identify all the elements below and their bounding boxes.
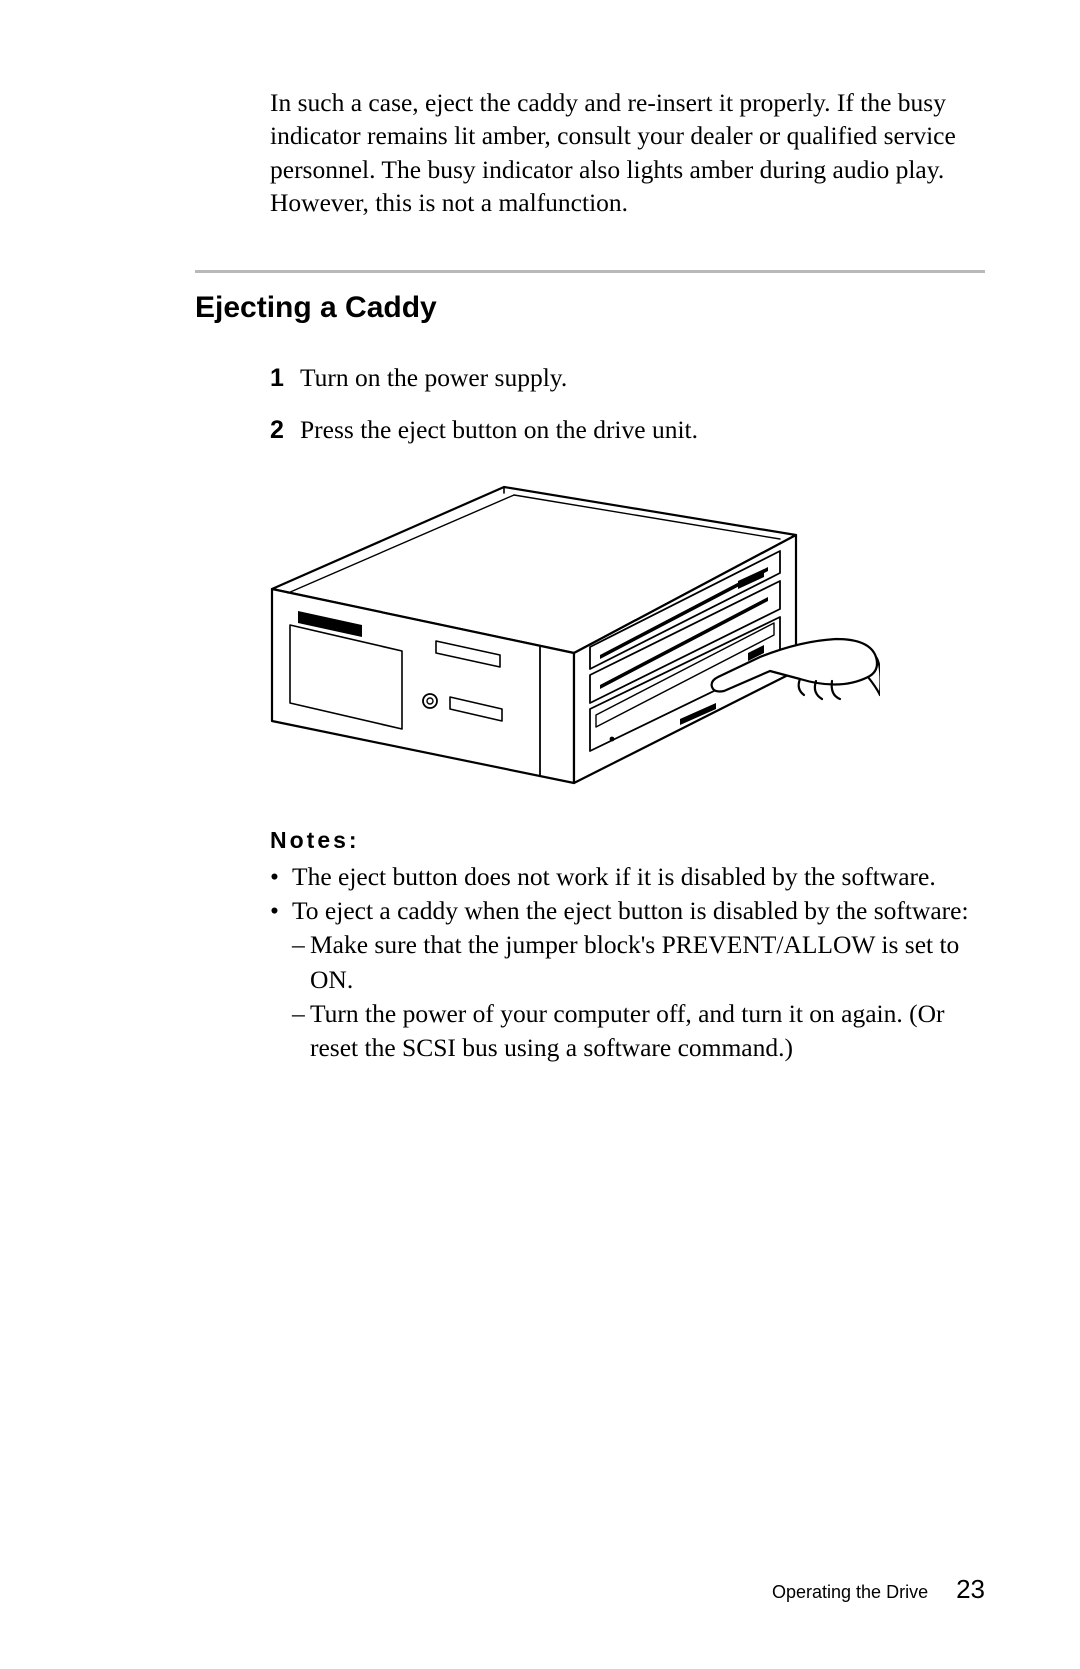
notes-block: Notes: • The eject button does not work … bbox=[270, 827, 985, 1065]
step-1: 1 Turn on the power supply. bbox=[270, 363, 985, 393]
note-bullet-1: • The eject button does not work if it i… bbox=[270, 860, 985, 894]
bullet-icon: • bbox=[270, 894, 292, 928]
bullet-icon: • bbox=[270, 860, 292, 894]
document-page: In such a case, eject the caddy and re-i… bbox=[0, 0, 1080, 1669]
page-number: 23 bbox=[956, 1574, 985, 1605]
drive-illustration bbox=[240, 481, 985, 791]
note-sub-text: Turn the power of your computer off, and… bbox=[310, 997, 985, 1065]
step-number: 1 bbox=[270, 364, 300, 393]
step-2: 2 Press the eject button on the drive un… bbox=[270, 415, 985, 445]
dash-icon: – bbox=[292, 997, 310, 1065]
step-number: 2 bbox=[270, 416, 300, 445]
step-text: Press the eject button on the drive unit… bbox=[300, 415, 698, 445]
footer-section: Operating the Drive bbox=[772, 1582, 928, 1603]
note-text: To eject a caddy when the eject button i… bbox=[292, 894, 969, 928]
note-sub-text: Make sure that the jumper block's PREVEN… bbox=[310, 928, 985, 996]
note-sub-1: – Make sure that the jumper block's PREV… bbox=[292, 928, 985, 996]
drive-unit-icon bbox=[240, 481, 880, 791]
notes-heading: Notes: bbox=[270, 827, 985, 854]
note-sub-2: – Turn the power of your computer off, a… bbox=[292, 997, 985, 1065]
steps-list: 1 Turn on the power supply. 2 Press the … bbox=[270, 363, 985, 445]
page-footer: Operating the Drive 23 bbox=[772, 1574, 985, 1605]
section-title: Ejecting a Caddy bbox=[195, 291, 985, 325]
note-bullet-2: • To eject a caddy when the eject button… bbox=[270, 894, 985, 928]
section-divider bbox=[195, 270, 985, 273]
note-text: The eject button does not work if it is … bbox=[292, 860, 936, 894]
dash-icon: – bbox=[292, 928, 310, 996]
step-text: Turn on the power supply. bbox=[300, 363, 567, 393]
intro-paragraph: In such a case, eject the caddy and re-i… bbox=[270, 86, 985, 221]
